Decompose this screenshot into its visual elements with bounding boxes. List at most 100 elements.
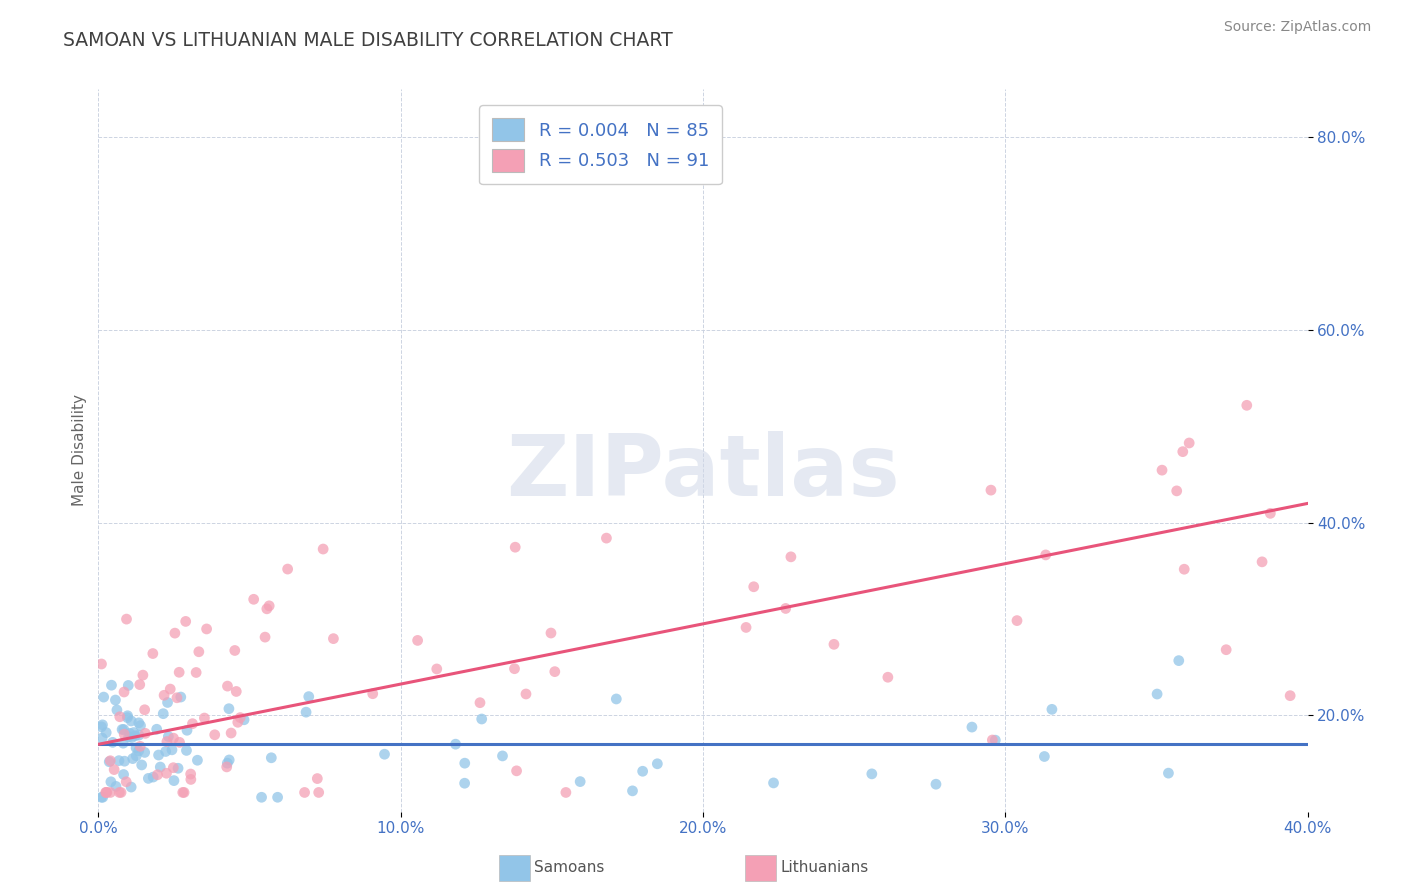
Point bbox=[166, 690, 188, 705]
Point bbox=[114, 754, 136, 768]
Point bbox=[295, 705, 318, 719]
Point bbox=[112, 685, 135, 699]
Point bbox=[159, 682, 181, 697]
Point bbox=[105, 780, 128, 794]
Point bbox=[1005, 614, 1028, 628]
Point bbox=[110, 785, 132, 799]
Point bbox=[1035, 548, 1057, 562]
Point bbox=[218, 753, 240, 767]
Y-axis label: Male Disability: Male Disability bbox=[72, 394, 87, 507]
Text: Samoans: Samoans bbox=[534, 861, 605, 875]
Point bbox=[631, 764, 654, 779]
Point bbox=[1178, 436, 1201, 450]
Text: SAMOAN VS LITHUANIAN MALE DISABILITY CORRELATION CHART: SAMOAN VS LITHUANIAN MALE DISABILITY COR… bbox=[63, 31, 673, 50]
Point bbox=[361, 687, 384, 701]
Point bbox=[167, 761, 190, 775]
Point bbox=[163, 773, 186, 788]
Point bbox=[503, 540, 526, 554]
Point bbox=[1150, 463, 1173, 477]
Point bbox=[242, 592, 264, 607]
Point bbox=[101, 735, 124, 749]
Point bbox=[1157, 766, 1180, 780]
Point bbox=[505, 764, 527, 778]
Point bbox=[1260, 507, 1282, 521]
Point bbox=[554, 785, 576, 799]
Point bbox=[1279, 689, 1302, 703]
Point bbox=[105, 703, 128, 717]
Point bbox=[104, 693, 127, 707]
Text: Lithuanians: Lithuanians bbox=[780, 861, 869, 875]
Point bbox=[308, 785, 330, 799]
Point bbox=[1215, 642, 1237, 657]
Point bbox=[138, 772, 160, 786]
Point bbox=[277, 562, 299, 576]
Point bbox=[860, 767, 883, 781]
Point bbox=[187, 645, 209, 659]
Point bbox=[984, 733, 1007, 747]
Point bbox=[112, 727, 135, 741]
Point bbox=[226, 715, 249, 730]
Point bbox=[118, 726, 141, 740]
Point bbox=[173, 785, 195, 799]
Point bbox=[294, 785, 316, 799]
Point bbox=[186, 753, 208, 767]
Point bbox=[120, 780, 142, 794]
Point bbox=[1033, 749, 1056, 764]
Point bbox=[90, 790, 112, 805]
Point bbox=[195, 622, 218, 636]
Point bbox=[98, 754, 121, 768]
Point bbox=[162, 761, 184, 775]
Legend: R = 0.004   N = 85, R = 0.503   N = 91: R = 0.004 N = 85, R = 0.503 N = 91 bbox=[479, 105, 721, 185]
Point bbox=[100, 774, 122, 789]
Point bbox=[91, 790, 114, 805]
Point bbox=[128, 728, 150, 742]
Point bbox=[160, 743, 183, 757]
Point bbox=[120, 714, 142, 728]
Point bbox=[762, 776, 785, 790]
Text: ZIPatlas: ZIPatlas bbox=[506, 431, 900, 514]
Point bbox=[181, 716, 204, 731]
Point bbox=[128, 715, 150, 730]
Point bbox=[112, 723, 135, 737]
Point bbox=[960, 720, 983, 734]
Point bbox=[298, 690, 321, 704]
Point bbox=[134, 726, 156, 740]
Point bbox=[112, 736, 135, 750]
Point bbox=[125, 740, 148, 755]
Point bbox=[1173, 562, 1195, 576]
Point bbox=[156, 734, 179, 748]
Point bbox=[115, 774, 138, 789]
Point bbox=[823, 637, 845, 651]
Point bbox=[925, 777, 948, 791]
Point bbox=[149, 760, 172, 774]
Point bbox=[1040, 702, 1063, 716]
Point bbox=[170, 690, 193, 704]
Point bbox=[1166, 483, 1188, 498]
Point bbox=[1146, 687, 1168, 701]
Point bbox=[266, 790, 288, 805]
Point bbox=[152, 706, 174, 721]
Point bbox=[162, 731, 184, 746]
Point bbox=[218, 702, 240, 716]
Point bbox=[96, 785, 118, 799]
Point bbox=[121, 751, 143, 765]
Point bbox=[491, 748, 513, 763]
Point bbox=[224, 643, 246, 657]
Point bbox=[780, 549, 803, 564]
Point bbox=[145, 723, 167, 737]
Point bbox=[122, 725, 145, 739]
Point bbox=[180, 767, 202, 781]
Point bbox=[454, 756, 477, 771]
Point bbox=[163, 626, 186, 640]
Point bbox=[96, 785, 118, 799]
Point bbox=[468, 696, 491, 710]
Point bbox=[100, 785, 122, 799]
Point bbox=[180, 772, 202, 787]
Point bbox=[256, 602, 278, 616]
Point bbox=[174, 615, 197, 629]
Point bbox=[544, 665, 567, 679]
Point bbox=[148, 747, 170, 762]
Point bbox=[117, 708, 139, 723]
Point bbox=[125, 748, 148, 763]
Point bbox=[124, 729, 146, 743]
